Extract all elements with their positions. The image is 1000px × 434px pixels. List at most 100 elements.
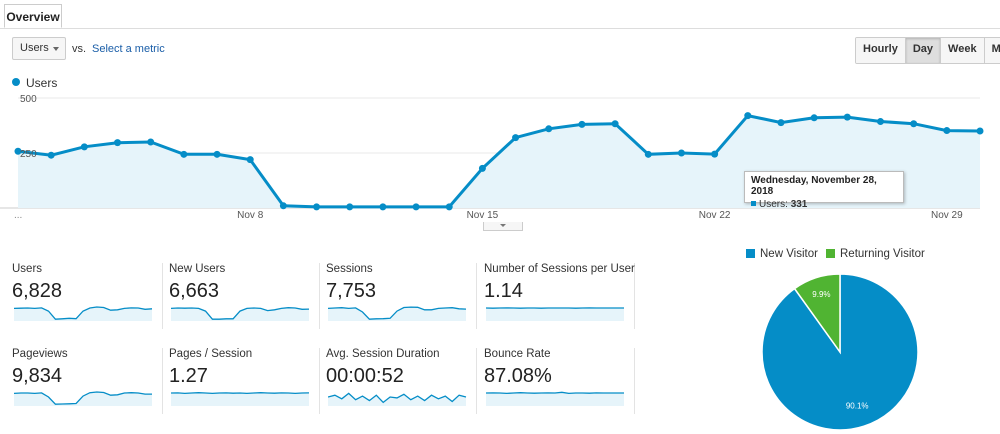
x-tick-label: Nov 8	[237, 210, 264, 221]
chevron-down-icon	[500, 224, 506, 227]
week-button[interactable]: Week	[940, 38, 984, 63]
tooltip-label: Users:	[759, 199, 788, 210]
tile-name: Pages / Session	[169, 348, 253, 360]
tile-value: 6,663	[169, 280, 220, 302]
sparkline-area	[486, 392, 624, 406]
vs-label: vs.	[72, 43, 87, 55]
data-point	[777, 119, 785, 127]
tile-new-users[interactable]: New Users 6,663	[169, 263, 320, 329]
pie-legend-label: Returning Visitor	[840, 248, 925, 260]
data-point	[910, 120, 918, 128]
pie-legend-new-visitor: New Visitor	[746, 248, 818, 260]
pie-slice	[793, 273, 841, 355]
sparkline-area	[14, 307, 152, 321]
y-tick-label: 250	[20, 149, 37, 160]
sparkline-area	[328, 307, 466, 321]
tile-value: 00:00:52	[326, 365, 404, 387]
tile-value: 9,834	[12, 365, 63, 387]
data-point	[943, 127, 951, 135]
tile-sparkline	[486, 307, 624, 321]
data-point	[478, 164, 486, 172]
data-point	[114, 139, 122, 147]
tile-pages-per-session[interactable]: Pages / Session 1.27	[169, 348, 320, 414]
tile-avg-session-duration[interactable]: Avg. Session Duration 00:00:52	[326, 348, 477, 414]
data-point	[578, 120, 586, 128]
tile-sessions[interactable]: Sessions 7,753	[326, 263, 477, 329]
metric-select-label: Users	[20, 42, 49, 54]
sparkline-line	[328, 306, 467, 320]
legend-square-icon	[746, 249, 755, 258]
hourly-button[interactable]: Hourly	[856, 38, 905, 63]
tab-bar: Overview	[0, 0, 1000, 29]
tile-sparkline	[486, 391, 624, 406]
tile-sessions-per-user[interactable]: Number of Sessions per User 1.14	[484, 263, 635, 329]
data-point	[976, 127, 984, 135]
tile-sparkline	[14, 391, 152, 406]
tile-pageviews[interactable]: Pageviews 9,834	[12, 348, 163, 414]
data-point	[147, 138, 155, 146]
sparkline-line	[171, 392, 310, 395]
pie-legend-label: New Visitor	[760, 248, 818, 260]
sparkline-area	[171, 392, 309, 406]
tile-name: Avg. Session Duration	[326, 348, 440, 360]
data-point	[313, 203, 321, 211]
sparkline-area	[486, 307, 624, 321]
data-point	[14, 147, 22, 155]
data-point	[876, 118, 884, 126]
sparkline-area	[328, 393, 466, 406]
tile-value: 1.27	[169, 365, 208, 387]
tooltip-square-icon	[751, 201, 756, 206]
data-point	[379, 203, 387, 211]
sparkline-area	[14, 392, 152, 406]
sparkline-line	[328, 392, 467, 404]
month-button[interactable]: Month	[983, 38, 1000, 63]
data-point	[644, 150, 652, 158]
data-point	[445, 203, 453, 211]
series-line	[17, 113, 981, 209]
tile-users[interactable]: Users 6,828	[12, 263, 163, 329]
tile-bounce-rate[interactable]: Bounce Rate 87.08%	[484, 348, 635, 414]
data-point	[180, 150, 188, 158]
data-point	[744, 112, 752, 120]
data-point	[412, 203, 420, 211]
tile-name: New Users	[169, 263, 226, 275]
chart-tooltip: Wednesday, November 28, 2018 Users: 331	[744, 171, 904, 210]
metric-select[interactable]: Users	[12, 37, 66, 60]
data-point	[47, 151, 55, 159]
tile-value: 1.14	[484, 280, 523, 302]
tile-sparkline	[14, 306, 153, 321]
collapse-chart-handle[interactable]	[483, 222, 523, 231]
x-tick-label: Nov 15	[467, 210, 499, 221]
tooltip-date: Wednesday, November 28, 2018	[751, 175, 877, 197]
data-point	[810, 114, 818, 122]
data-point	[545, 125, 553, 133]
x-tick-label: ...	[14, 210, 22, 221]
sparkline-line	[14, 306, 153, 320]
legend-dot-icon	[12, 78, 20, 86]
tile-name: Bounce Rate	[484, 348, 551, 360]
series-area	[18, 115, 980, 208]
legend-label: Users	[26, 76, 58, 90]
data-point	[346, 203, 354, 211]
chevron-down-icon	[53, 47, 59, 51]
data-point	[843, 113, 851, 121]
sparkline-line	[486, 391, 624, 395]
sparkline-line	[171, 307, 310, 320]
select-metric-link[interactable]: Select a metric	[92, 43, 165, 55]
tile-sparkline	[171, 392, 310, 406]
granularity-toggle: Hourly Day Week Month	[855, 37, 1000, 64]
visitor-pie-chart: 90.1% 9.9%	[761, 273, 919, 431]
pie-slice-label: 9.9%	[812, 290, 830, 299]
data-point	[512, 134, 520, 142]
legend-square-icon	[826, 249, 835, 258]
tab-overview[interactable]: Overview	[4, 4, 62, 28]
tooltip-value: 331	[790, 199, 808, 210]
day-button[interactable]: Day	[904, 38, 941, 63]
tile-sparkline	[328, 392, 467, 406]
tile-name: Users	[12, 263, 43, 275]
data-point	[711, 150, 719, 158]
data-point	[677, 149, 685, 157]
pie-slice-label: 90.1%	[846, 402, 869, 411]
data-point	[80, 143, 88, 151]
data-point	[213, 150, 221, 158]
